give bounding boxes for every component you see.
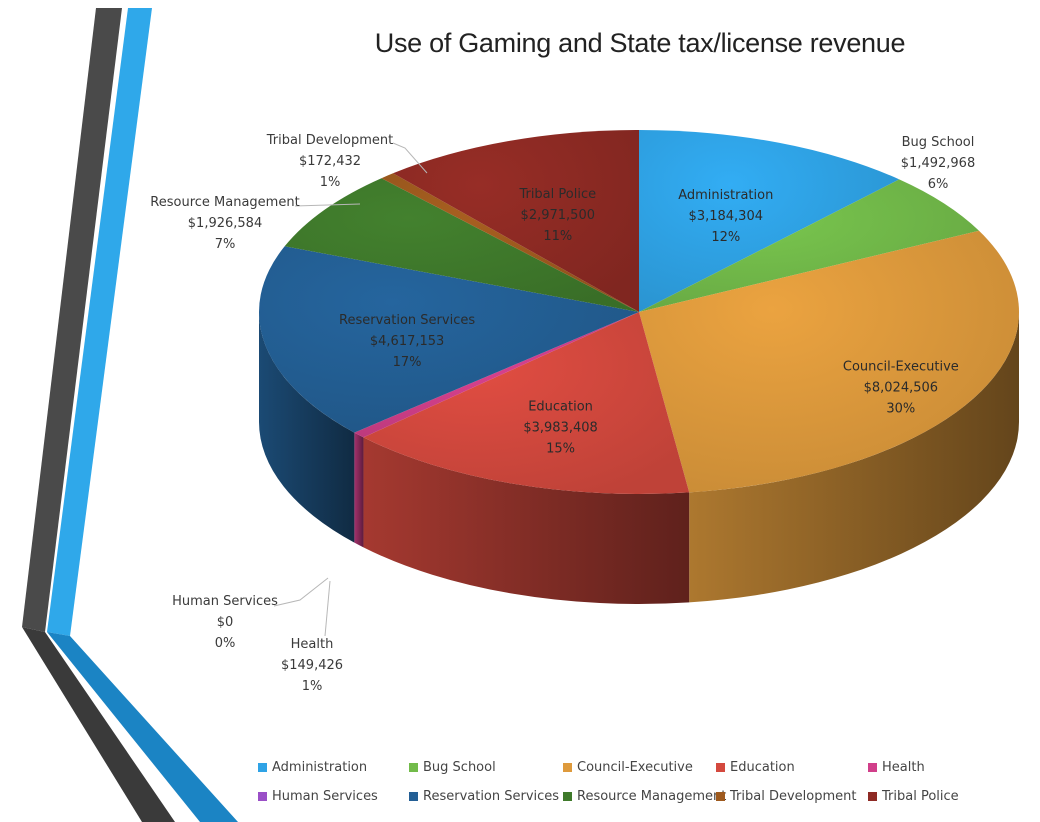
- data-label-health-name: Health: [291, 637, 334, 652]
- leader-line-human-services: [273, 577, 329, 607]
- legend-label-health: Health: [882, 760, 925, 775]
- pie-side-reservation-services: [259, 312, 355, 543]
- pie-slice-education: [363, 312, 690, 494]
- leader-line-resource-management: [294, 203, 361, 207]
- chart-legend: Administration Bug School Council-Executiv…: [258, 760, 978, 804]
- legend-label-tribal-police: Tribal Police: [882, 789, 959, 804]
- data-label-resource-management-percent: 7%: [215, 237, 236, 252]
- pie-slice-council-executive: [639, 230, 1019, 493]
- data-label-tribal-police-value: $2,971,500: [521, 208, 595, 223]
- data-label-human-services-percent: 0%: [215, 636, 236, 651]
- data-label-administration-value: $3,184,304: [689, 209, 763, 224]
- legend-swatch-tribal-development: [716, 792, 725, 801]
- data-label-bug-school-name: Bug School: [902, 135, 975, 150]
- legend-label-bug-school: Bug School: [423, 760, 496, 775]
- data-label-administration-name: Administration: [678, 188, 773, 203]
- data-label-council-executive-value: $8,024,506: [864, 381, 938, 396]
- data-label-tribal-development-name: Tribal Development: [266, 133, 393, 148]
- legend-label-resource-management: Resource Management: [577, 789, 727, 804]
- legend-label-council-executive: Council-Executive: [577, 760, 693, 775]
- legend-item-education: Education: [716, 760, 868, 775]
- pie-slice-health: [354, 312, 639, 438]
- pie-side-education: [363, 437, 690, 604]
- leader-line-tribal-development: [392, 142, 428, 174]
- legend-item-bug-school: Bug School: [409, 760, 563, 775]
- legend-item-health: Health: [868, 760, 978, 775]
- pie-side-walls: [259, 312, 1020, 604]
- legend-swatch-resource-management: [563, 792, 572, 801]
- legend-label-education: Education: [730, 760, 795, 775]
- data-label-health-value: $149,426: [281, 658, 343, 673]
- pie-slice-bug-school: [639, 179, 980, 312]
- data-label-administration-percent: 12%: [711, 230, 740, 245]
- legend-item-administration: Administration: [258, 760, 409, 775]
- data-label-tribal-development-value: $172,432: [299, 154, 361, 169]
- pie-slices: [259, 130, 1019, 494]
- data-label-resource-management-value: $1,926,584: [188, 216, 262, 231]
- legend-swatch-human-services: [258, 792, 267, 801]
- legend-item-reservation-services: Reservation Services: [409, 789, 563, 804]
- data-label-education-value: $3,983,408: [523, 420, 597, 435]
- pie-slice-administration: [639, 130, 900, 312]
- data-label-education-name: Education: [528, 399, 593, 414]
- data-label-bug-school-percent: 6%: [928, 177, 949, 192]
- legend-swatch-education: [716, 763, 725, 772]
- data-label-bug-school-value: $1,492,968: [901, 156, 975, 171]
- legend-label-tribal-development: Tribal Development: [730, 789, 857, 804]
- data-label-human-services-name: Human Services: [172, 594, 278, 609]
- data-label-reservation-services-percent: 17%: [393, 355, 422, 370]
- pie-slice-tribal-development: [381, 173, 639, 312]
- leader-line-health: [324, 580, 331, 637]
- legend-item-tribal-police: Tribal Police: [868, 789, 978, 804]
- pie-labels: Administration $3,184,304 12% Bug School $1,…: [150, 133, 975, 694]
- legend-swatch-health: [868, 763, 877, 772]
- legend-swatch-administration: [258, 763, 267, 772]
- data-label-education-percent: 15%: [546, 441, 575, 456]
- legend-item-resource-management: Resource Management: [563, 789, 726, 804]
- data-label-council-executive-name: Council-Executive: [843, 360, 959, 375]
- pie-slice-resource-management: [284, 178, 639, 312]
- data-label-tribal-police-name: Tribal Police: [518, 187, 596, 202]
- legend-swatch-tribal-police: [868, 792, 877, 801]
- legend-swatch-council-executive: [563, 763, 572, 772]
- data-label-council-executive-percent: 30%: [886, 402, 915, 417]
- legend-item-tribal-development: Tribal Development: [716, 789, 868, 804]
- data-label-reservation-services-value: $4,617,153: [370, 334, 444, 349]
- legend-label-reservation-services: Reservation Services: [423, 789, 560, 804]
- data-label-health-percent: 1%: [302, 679, 323, 694]
- pie-side-council-executive: [689, 312, 1020, 603]
- legend-label-human-services: Human Services: [272, 789, 378, 804]
- legend-label-administration: Administration: [272, 760, 368, 775]
- data-label-human-services-value: $0: [217, 615, 234, 630]
- legend-swatch-reservation-services: [409, 792, 418, 801]
- legend-item-human-services: Human Services: [258, 789, 409, 804]
- pie-side-health: [354, 432, 364, 548]
- data-label-resource-management-name: Resource Management: [150, 195, 299, 210]
- legend-swatch-bug-school: [409, 763, 418, 772]
- pie-slice-tribal-police: [393, 130, 639, 312]
- data-label-reservation-services-name: Reservation Services: [339, 313, 475, 328]
- legend-item-council-executive: Council-Executive: [563, 760, 716, 775]
- pie-slice-reservation-services: [259, 246, 639, 433]
- data-label-tribal-development-percent: 1%: [320, 175, 341, 190]
- chart-title: Use of Gaming and State tax/license reve…: [374, 28, 906, 58]
- data-label-tribal-police-percent: 11%: [543, 229, 572, 244]
